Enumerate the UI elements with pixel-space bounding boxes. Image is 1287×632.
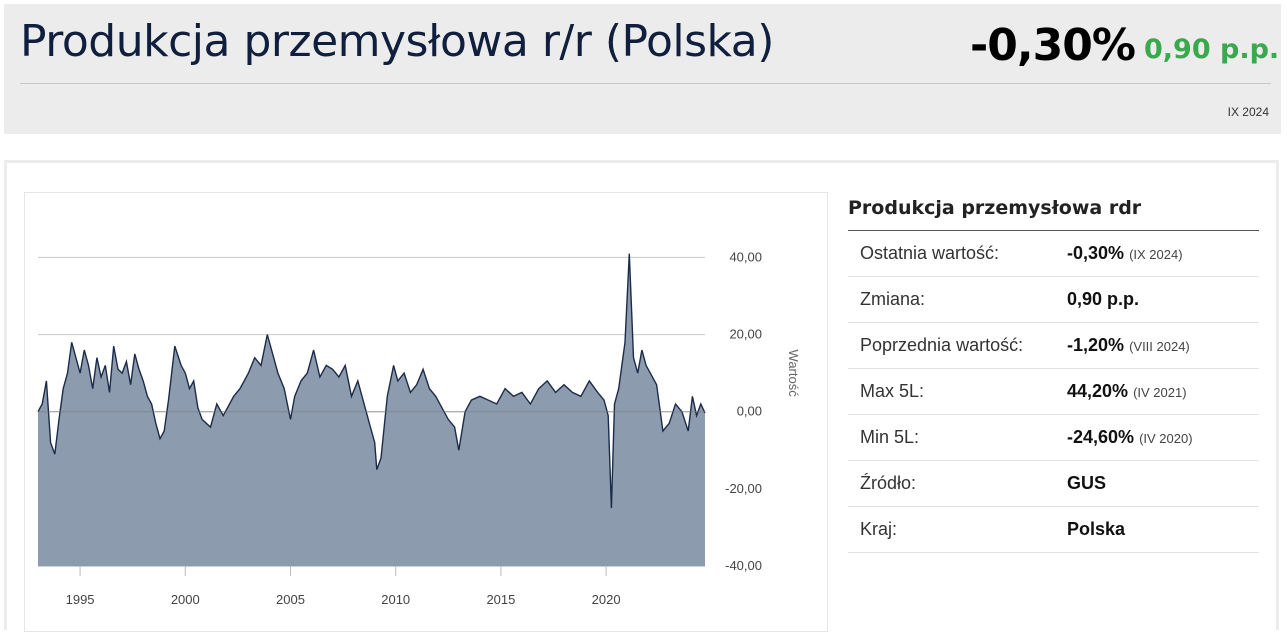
x-tick-label: 1995 <box>66 592 95 607</box>
info-row-country: Kraj: Polska <box>848 507 1259 553</box>
info-value: 44,20% (IV 2021) <box>1067 381 1187 401</box>
header-divider <box>20 83 1271 84</box>
info-label: Ostatnia wartość: <box>860 243 1000 263</box>
x-tick-label: 2005 <box>276 592 305 607</box>
info-label: Poprzednia wartość: <box>860 335 1024 355</box>
series-area <box>38 253 705 566</box>
info-note: (IV 2020) <box>1139 431 1193 446</box>
y-tick-label: 0,00 <box>737 404 762 419</box>
x-tick-label: 2010 <box>381 592 410 607</box>
x-tick-label: 2000 <box>171 592 200 607</box>
y-axis-title: Wartość <box>786 350 801 398</box>
info-row-source: Źródło: GUS <box>848 461 1259 507</box>
info-label: Źródło: <box>860 473 917 493</box>
page-title: Produkcja przemysłowa r/r (Polska) <box>20 16 774 67</box>
info-label: Kraj: <box>860 519 898 539</box>
info-value: -1,20% (VIII 2024) <box>1067 335 1190 355</box>
info-label: Min 5L: <box>860 427 920 447</box>
change-value: 0,90 p.p. <box>1144 34 1280 65</box>
info-label: Zmiana: <box>860 289 926 309</box>
time-series-chart: 40,00 20,00 0,00 -20,00 -40,00 Wartość 1995 200… <box>37 249 801 607</box>
info-row-max-5y: Max 5L: 44,20% (IV 2021) <box>848 369 1259 415</box>
y-tick-label: 40,00 <box>729 249 762 264</box>
info-note: (VIII 2024) <box>1129 339 1190 354</box>
series-line <box>37 253 706 509</box>
y-tick-label: -20,00 <box>725 481 762 496</box>
info-row-previous-value: Poprzednia wartość: -1,20% (VIII 2024) <box>848 323 1259 369</box>
info-value: 0,90 p.p. <box>1067 289 1140 309</box>
info-label: Max 5L: <box>860 381 925 401</box>
info-table: Ostatnia wartość: -0,30% (IX 2024) Zmian… <box>848 231 1259 553</box>
indicator-header: Produkcja przemysłowa r/r (Polska) -0,30… <box>4 4 1281 134</box>
info-note: (IV 2021) <box>1133 385 1187 400</box>
info-value: -24,60% (IV 2020) <box>1067 427 1193 447</box>
info-value: Polska <box>1067 519 1126 539</box>
info-row-last-value: Ostatnia wartość: -0,30% (IX 2024) <box>848 231 1259 277</box>
x-tick-label: 2015 <box>486 592 515 607</box>
info-note: (IX 2024) <box>1129 247 1183 262</box>
info-row-min-5y: Min 5L: -24,60% (IV 2020) <box>848 415 1259 461</box>
info-value: GUS <box>1067 473 1107 493</box>
sidebar-title: Produkcja przemysłowa rdr <box>848 197 1142 219</box>
y-tick-label: -40,00 <box>725 558 762 573</box>
sidebar-divider <box>848 230 1259 231</box>
info-row-change: Zmiana: 0,90 p.p. <box>848 277 1259 323</box>
period-label: IX 2024 <box>1227 105 1269 119</box>
latest-value: -0,30% <box>970 20 1136 71</box>
x-tick-label: 2020 <box>592 592 621 607</box>
info-value: -0,30% (IX 2024) <box>1067 243 1183 263</box>
y-tick-label: 20,00 <box>729 327 762 342</box>
